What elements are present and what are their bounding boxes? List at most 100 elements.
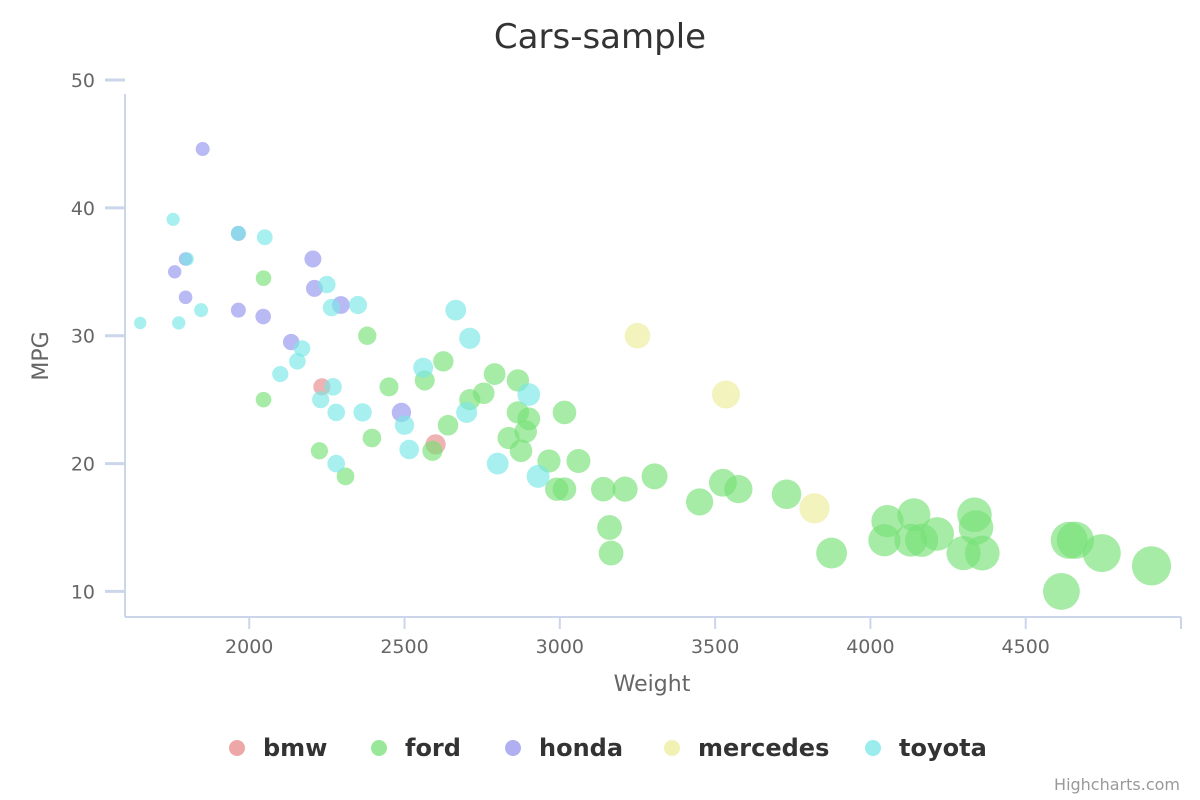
data-point-ford[interactable] (566, 449, 591, 474)
data-point-toyota[interactable] (166, 212, 180, 226)
data-point-ford[interactable] (552, 400, 577, 425)
data-point-toyota[interactable] (399, 439, 419, 460)
data-point-toyota[interactable] (289, 352, 306, 370)
data-point-ford[interactable] (920, 517, 954, 551)
data-point-ford[interactable] (422, 440, 443, 461)
data-point-mercedes[interactable] (799, 493, 830, 524)
legend-marker-bmw (229, 740, 245, 756)
legend-item-mercedes[interactable]: mercedes (664, 734, 829, 762)
data-point-toyota[interactable] (526, 464, 550, 488)
data-point-ford[interactable] (552, 477, 577, 501)
x-tick-label: 3500 (691, 636, 739, 658)
data-point-toyota[interactable] (256, 229, 273, 246)
legend[interactable]: bmw ford honda mercedes toyota (229, 734, 987, 762)
data-point-toyota[interactable] (327, 454, 346, 473)
data-point-honda[interactable] (167, 265, 182, 279)
series-honda (167, 142, 412, 423)
data-points (134, 142, 1172, 610)
data-point-ford[interactable] (255, 391, 272, 408)
data-point-ford[interactable] (598, 540, 624, 566)
data-point-ford[interactable] (509, 439, 533, 463)
series-ford (255, 270, 1172, 610)
x-tick-label: 2000 (225, 636, 273, 658)
series-mercedes (624, 322, 830, 524)
data-point-ford[interactable] (433, 351, 454, 372)
data-point-toyota[interactable] (327, 403, 346, 422)
data-point-ford[interactable] (1131, 546, 1172, 586)
data-point-ford[interactable] (897, 498, 931, 532)
data-point-ford[interactable] (517, 407, 541, 431)
data-point-honda[interactable] (255, 308, 272, 325)
data-point-ford[interactable] (597, 515, 622, 540)
y-tick-label: 20 (71, 454, 95, 476)
legend-marker-ford (371, 740, 387, 756)
legend-label-bmw: bmw (263, 734, 327, 762)
data-point-toyota[interactable] (324, 378, 342, 396)
x-axis-title: Weight (614, 672, 691, 697)
legend-item-honda[interactable]: honda (505, 734, 623, 762)
data-point-ford[interactable] (816, 537, 847, 569)
data-point-toyota[interactable] (517, 383, 541, 406)
data-point-toyota[interactable] (348, 295, 368, 315)
data-point-toyota[interactable] (194, 303, 209, 318)
data-point-mercedes[interactable] (624, 322, 651, 349)
legend-marker-mercedes (664, 740, 680, 756)
data-point-toyota[interactable] (486, 452, 509, 475)
data-point-ford[interactable] (685, 488, 714, 516)
data-point-mercedes[interactable] (711, 380, 740, 409)
data-point-toyota[interactable] (394, 415, 415, 435)
y-tick-label: 30 (71, 326, 95, 348)
data-point-ford[interactable] (255, 270, 272, 286)
data-point-ford[interactable] (362, 428, 382, 448)
legend-label-ford: ford (405, 734, 461, 762)
data-point-ford[interactable] (591, 476, 616, 502)
y-axis-title: MPG (29, 331, 54, 380)
data-point-toyota[interactable] (445, 299, 467, 321)
x-tick-label: 4500 (1002, 636, 1050, 658)
data-point-ford[interactable] (483, 363, 506, 385)
data-point-ford[interactable] (1082, 534, 1121, 573)
y-tick-label: 10 (71, 581, 95, 603)
data-point-ford[interactable] (724, 475, 753, 504)
data-point-ford[interactable] (771, 479, 802, 510)
data-point-toyota[interactable] (172, 316, 186, 330)
data-point-ford[interactable] (379, 377, 399, 397)
data-point-toyota[interactable] (413, 357, 434, 378)
data-point-ford[interactable] (641, 463, 668, 490)
data-point-toyota[interactable] (272, 365, 289, 383)
data-point-ford[interactable] (964, 535, 1000, 571)
data-point-ford[interactable] (358, 326, 377, 345)
data-point-toyota[interactable] (318, 275, 336, 294)
data-point-toyota[interactable] (322, 298, 341, 317)
data-point-toyota[interactable] (134, 316, 147, 330)
legend-item-ford[interactable]: ford (371, 734, 461, 762)
data-point-toyota[interactable] (353, 403, 372, 422)
data-point-toyota[interactable] (456, 401, 478, 423)
data-point-ford[interactable] (612, 476, 638, 502)
credits-link[interactable]: Highcharts.com (1054, 775, 1180, 794)
data-point-ford[interactable] (472, 382, 495, 405)
legend-label-honda: honda (539, 734, 623, 762)
legend-item-toyota[interactable]: toyota (865, 734, 987, 762)
data-point-toyota[interactable] (293, 340, 311, 357)
data-point-honda[interactable] (304, 250, 322, 268)
series-toyota (134, 212, 550, 488)
legend-item-bmw[interactable]: bmw (229, 734, 327, 762)
data-point-honda[interactable] (230, 302, 246, 318)
data-point-honda[interactable] (178, 290, 193, 305)
data-point-toyota[interactable] (180, 252, 194, 266)
data-point-ford[interactable] (1043, 573, 1080, 610)
data-point-ford[interactable] (336, 467, 355, 486)
data-point-ford[interactable] (437, 414, 459, 436)
data-point-ford[interactable] (310, 442, 329, 460)
legend-label-mercedes: mercedes (698, 734, 829, 762)
y-tick-label: 40 (71, 198, 95, 220)
y-tick-label: 50 (71, 70, 95, 92)
data-point-toyota[interactable] (459, 327, 481, 349)
data-point-ford[interactable] (871, 505, 904, 538)
data-point-toyota[interactable] (312, 391, 330, 409)
data-point-honda[interactable] (195, 142, 210, 157)
data-point-toyota[interactable] (230, 225, 246, 241)
